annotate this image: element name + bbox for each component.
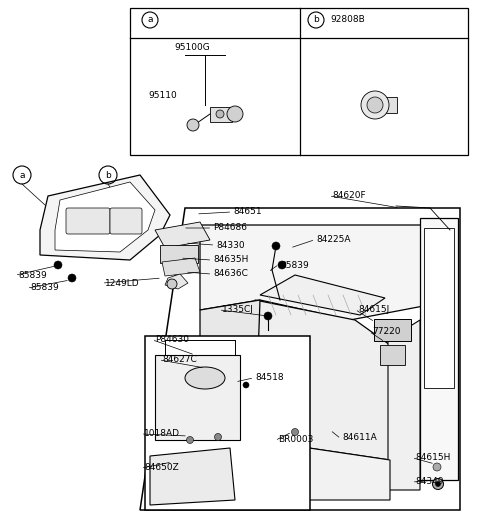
- Text: 1249LD: 1249LD: [105, 278, 140, 288]
- Polygon shape: [162, 258, 200, 276]
- Polygon shape: [140, 208, 460, 510]
- FancyBboxPatch shape: [160, 245, 198, 263]
- Circle shape: [291, 429, 299, 436]
- Text: 84349: 84349: [415, 478, 444, 487]
- Text: a: a: [147, 15, 153, 25]
- Polygon shape: [145, 336, 310, 510]
- Text: 85839: 85839: [18, 270, 47, 279]
- Text: 84225A: 84225A: [316, 236, 350, 245]
- Text: b: b: [105, 170, 111, 179]
- Text: 84518: 84518: [255, 373, 284, 382]
- FancyBboxPatch shape: [210, 107, 232, 122]
- Polygon shape: [200, 300, 260, 450]
- Polygon shape: [155, 222, 210, 248]
- Text: 84615J: 84615J: [358, 306, 389, 315]
- Polygon shape: [55, 182, 155, 252]
- Text: 84650Z: 84650Z: [144, 463, 179, 472]
- Circle shape: [361, 91, 389, 119]
- Text: 85839: 85839: [280, 260, 309, 269]
- Circle shape: [432, 479, 444, 490]
- Polygon shape: [150, 448, 235, 505]
- Circle shape: [433, 463, 441, 471]
- FancyBboxPatch shape: [130, 8, 468, 155]
- Polygon shape: [388, 320, 420, 490]
- Circle shape: [54, 261, 62, 269]
- Ellipse shape: [185, 367, 225, 389]
- Circle shape: [278, 261, 286, 269]
- Polygon shape: [155, 355, 240, 440]
- Text: BR0003: BR0003: [278, 436, 313, 444]
- Polygon shape: [40, 175, 170, 260]
- Text: 85839: 85839: [30, 284, 59, 292]
- Polygon shape: [255, 440, 390, 500]
- Text: 84627C: 84627C: [162, 356, 197, 365]
- Text: 84636C: 84636C: [213, 269, 248, 278]
- FancyBboxPatch shape: [379, 97, 397, 113]
- Polygon shape: [380, 345, 405, 365]
- Text: 84635H: 84635H: [213, 256, 248, 265]
- Circle shape: [367, 97, 383, 113]
- Polygon shape: [255, 300, 390, 460]
- Text: P84630: P84630: [155, 336, 189, 345]
- FancyBboxPatch shape: [424, 228, 454, 388]
- Text: b: b: [313, 15, 319, 25]
- Text: 1335CJ: 1335CJ: [222, 306, 254, 315]
- Text: 1018AD: 1018AD: [144, 430, 180, 439]
- Circle shape: [272, 242, 280, 250]
- Polygon shape: [260, 275, 385, 315]
- Text: 84615H: 84615H: [415, 453, 450, 462]
- Circle shape: [243, 382, 249, 388]
- Circle shape: [68, 274, 76, 282]
- Circle shape: [187, 437, 193, 443]
- Text: 84611A: 84611A: [342, 433, 377, 442]
- Circle shape: [215, 433, 221, 440]
- FancyBboxPatch shape: [110, 208, 142, 234]
- Circle shape: [167, 279, 177, 289]
- FancyBboxPatch shape: [66, 208, 110, 234]
- Polygon shape: [420, 218, 458, 480]
- Circle shape: [264, 312, 272, 320]
- Text: 95110: 95110: [148, 90, 177, 99]
- FancyBboxPatch shape: [374, 319, 411, 341]
- Text: 77220: 77220: [372, 328, 400, 337]
- Circle shape: [187, 119, 199, 131]
- Circle shape: [227, 106, 243, 122]
- Text: 84330: 84330: [216, 240, 245, 249]
- Text: a: a: [19, 170, 25, 179]
- Polygon shape: [200, 225, 455, 320]
- Circle shape: [216, 110, 224, 118]
- Text: 92808B: 92808B: [330, 15, 365, 25]
- Circle shape: [435, 481, 441, 487]
- Text: P84686: P84686: [213, 224, 247, 232]
- Text: 84620F: 84620F: [332, 191, 366, 200]
- Text: 95100G: 95100G: [174, 44, 210, 53]
- Polygon shape: [165, 274, 188, 289]
- Text: 84651: 84651: [233, 207, 262, 217]
